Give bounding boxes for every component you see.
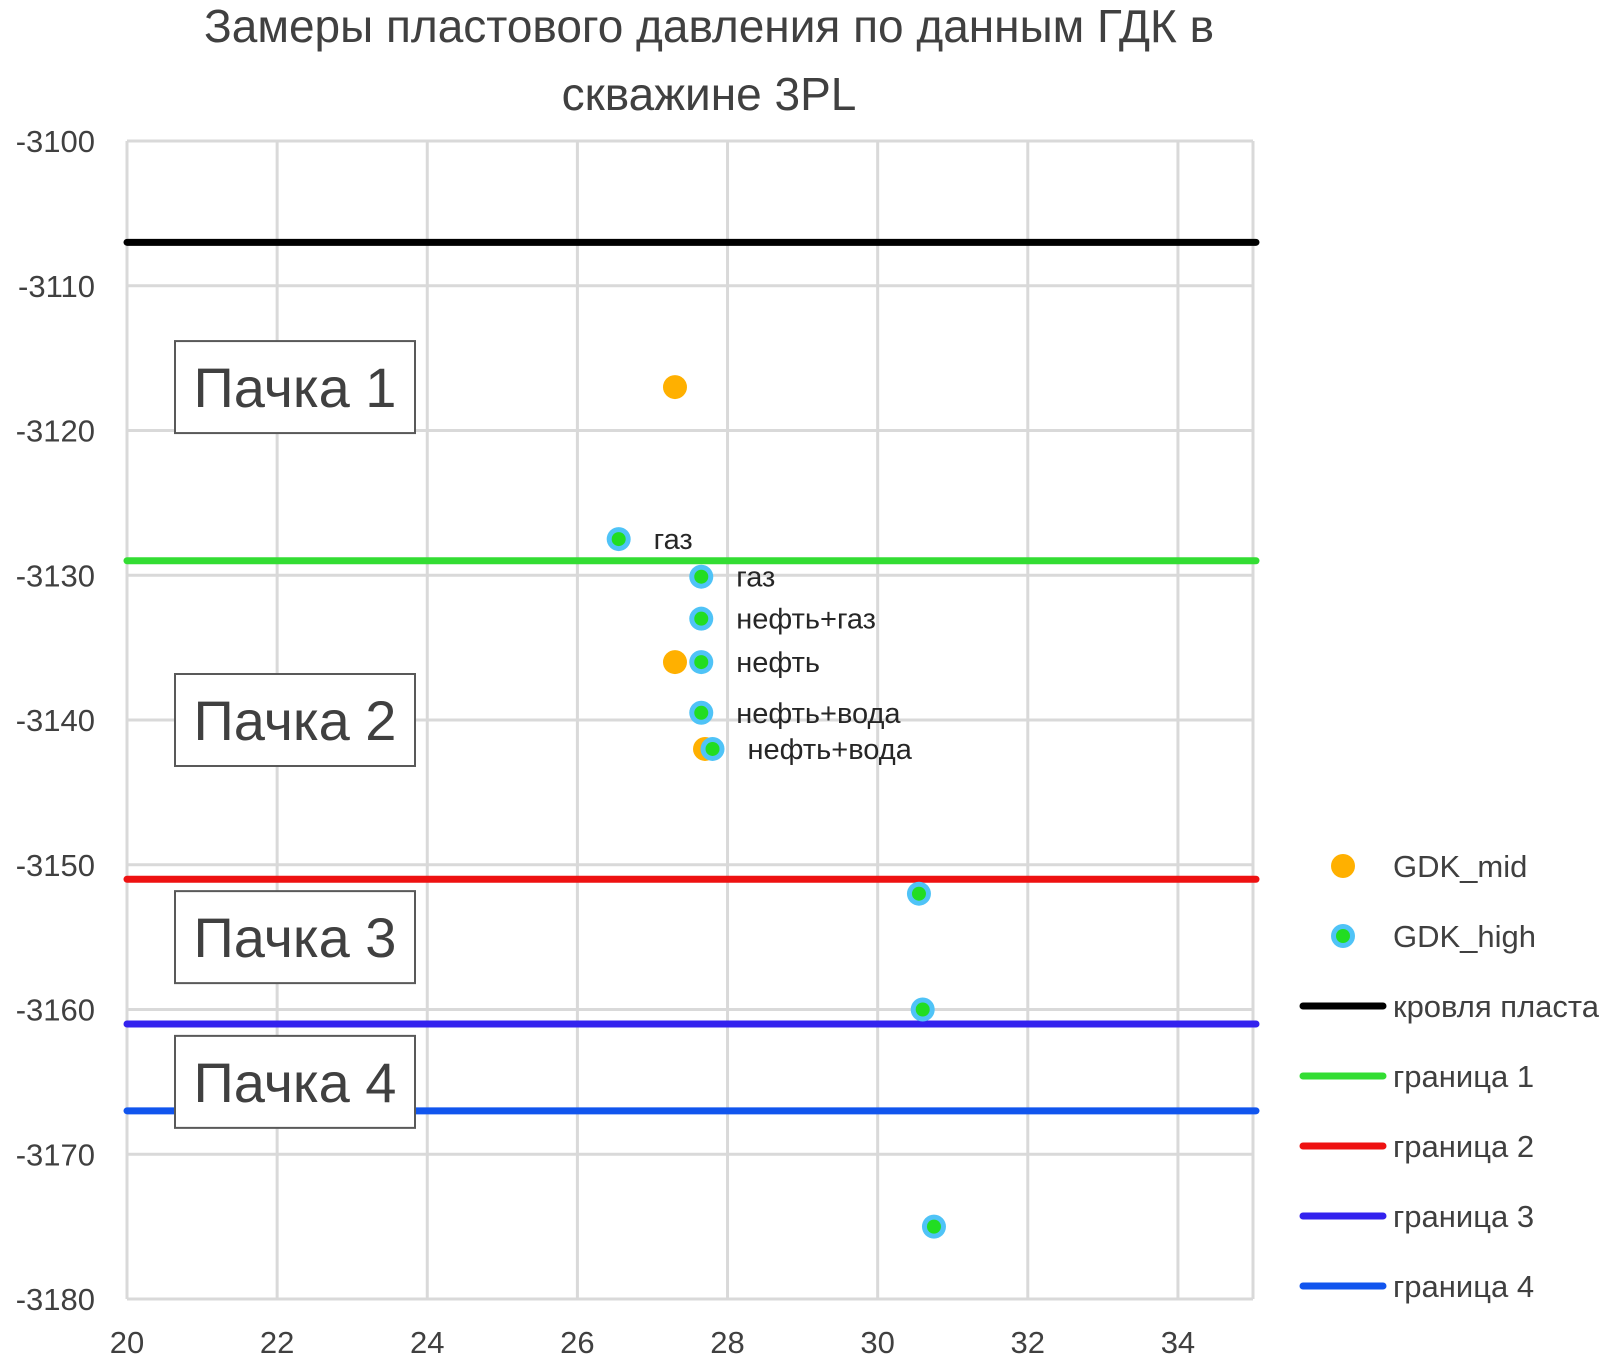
pack-label: Пачка 3 <box>194 906 397 969</box>
y-tick-label: -3180 <box>16 1282 95 1317</box>
data-points <box>606 375 946 1239</box>
point-inner <box>694 705 709 720</box>
y-tick-label: -3150 <box>16 848 95 883</box>
y-tick-label: -3170 <box>16 1137 95 1172</box>
point-gdk-high <box>689 564 714 589</box>
y-tick-label: -3130 <box>16 558 95 593</box>
point-annotation: нефть+вода <box>748 734 913 766</box>
legend-label: граница 1 <box>1393 1059 1534 1094</box>
point-inner <box>705 741 720 756</box>
legend: GDK_mid GDK_high кровля пласта граница 1 гра… <box>1299 849 1600 1304</box>
legend-item: граница 3 <box>1299 1199 1534 1234</box>
point-gdk-high <box>606 527 631 552</box>
chart-title: Замеры пластового давления по данным ГДК… <box>204 0 1214 120</box>
x-tick-label: 24 <box>410 1325 444 1360</box>
point-inner <box>694 655 709 670</box>
point-gdk-mid <box>662 375 687 400</box>
pack-box: Пачка 1 <box>174 340 416 435</box>
legend-item: граница 1 <box>1299 1059 1534 1094</box>
x-tick-label: 20 <box>110 1325 144 1360</box>
point-labels: газ газ нефть+газ нефть нефть+вода нефть+вода <box>654 524 913 766</box>
pack-box-frame <box>174 340 416 435</box>
pack-labels: Пачка 1 Пачка 2 Пачка 3 Пачка 4 <box>174 340 416 1129</box>
y-tick-label: -3100 <box>16 124 95 159</box>
pack-box: Пачка 3 <box>174 890 416 985</box>
tick-labels: -3100 -3110 -3120 -3130 -3140 -3150 -3160 -3170… <box>16 124 1195 1360</box>
point-gdk-high <box>921 1214 946 1239</box>
point-gdk-high <box>700 736 725 761</box>
legend-item: GDK_mid <box>1331 849 1527 884</box>
point-gdk-high <box>689 606 714 631</box>
pack-box-frame <box>174 1034 416 1129</box>
point-inner <box>911 886 926 901</box>
pack-label: Пачка 1 <box>194 356 397 419</box>
legend-item: GDK_high <box>1331 919 1536 954</box>
point-annotation: газ <box>736 562 775 594</box>
legend-item: граница 2 <box>1299 1129 1534 1164</box>
chart-title-line: Замеры пластового давления по данным ГДК… <box>204 0 1214 52</box>
legend-item: кровля пласта <box>1299 989 1600 1024</box>
legend-label: GDK_high <box>1393 919 1536 954</box>
legend-label: граница 3 <box>1393 1199 1534 1234</box>
point-gdk-high <box>689 650 714 675</box>
point-inner <box>694 611 709 626</box>
point-inner <box>694 569 709 584</box>
legend-label: граница 2 <box>1393 1129 1534 1164</box>
point-gdk-high <box>910 997 935 1022</box>
point-gdk-high <box>689 700 714 725</box>
point-gdk-mid <box>662 650 687 675</box>
y-tick-label: -3110 <box>18 269 95 304</box>
pack-box-frame <box>174 890 416 985</box>
pack-box: Пачка 2 <box>174 673 416 767</box>
point-inner <box>915 1002 930 1017</box>
point-annotation: нефть+газ <box>736 604 876 636</box>
pack-box-frame <box>174 673 416 767</box>
x-tick-label: 32 <box>1011 1325 1045 1360</box>
x-tick-label: 30 <box>860 1325 894 1360</box>
legend-label: GDK_mid <box>1393 849 1527 884</box>
legend-label: кровля пласта <box>1393 989 1600 1024</box>
x-tick-label: 26 <box>560 1325 594 1360</box>
point-inner <box>611 532 626 547</box>
chart-title-line: скважине 3PL <box>562 68 857 120</box>
pack-label: Пачка 4 <box>194 1051 397 1114</box>
legend-label: граница 4 <box>1393 1269 1534 1304</box>
point-gdk-high <box>906 881 931 906</box>
point-inner <box>926 1219 941 1234</box>
legend-item: граница 4 <box>1299 1269 1534 1304</box>
point-annotation: газ <box>654 524 693 556</box>
pack-box: Пачка 4 <box>174 1034 416 1129</box>
legend-marker <box>1331 854 1355 878</box>
pack-label: Пачка 2 <box>194 689 397 752</box>
x-tick-label: 22 <box>260 1325 294 1360</box>
legend-marker-inner <box>1336 929 1350 943</box>
y-tick-label: -3140 <box>16 703 95 738</box>
point-annotation: нефть+вода <box>736 698 901 730</box>
y-tick-label: -3160 <box>16 993 95 1028</box>
boundary-lines <box>123 238 1260 1115</box>
x-tick-label: 28 <box>710 1325 744 1360</box>
y-tick-label: -3120 <box>16 414 95 449</box>
point-annotation: нефть <box>736 647 820 679</box>
x-tick-label: 34 <box>1161 1325 1195 1360</box>
